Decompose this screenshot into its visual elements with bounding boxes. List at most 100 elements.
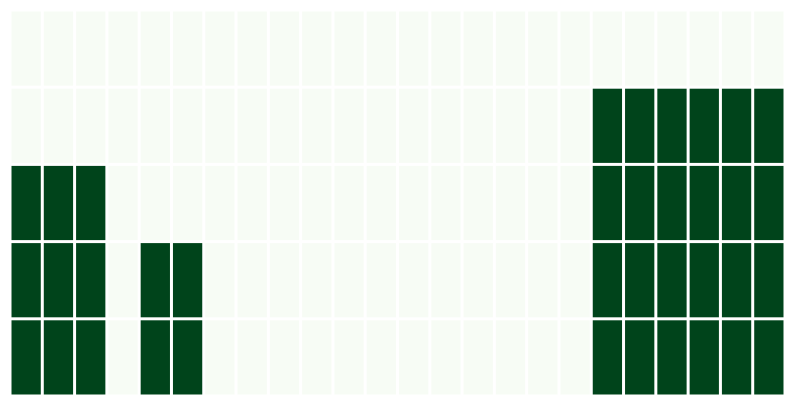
heatmap-cell: [302, 243, 332, 318]
heatmap-cell: [334, 165, 364, 241]
heatmap-cell: [399, 243, 429, 318]
heatmap-cell: [592, 165, 623, 241]
heatmap-cell: [334, 243, 364, 318]
heatmap-cell: [269, 11, 300, 86]
heatmap-cell: [560, 243, 590, 318]
heatmap-cell: [172, 320, 203, 395]
heatmap-cell: [592, 11, 623, 86]
heatmap-cell: [172, 165, 203, 241]
heatmap-cell: [463, 11, 493, 86]
heatmap-cell: [205, 320, 235, 395]
heatmap-cell: [43, 11, 74, 86]
heatmap-cell: [140, 165, 170, 241]
heatmap-cell: [463, 88, 493, 163]
heatmap-cell: [431, 165, 461, 241]
heatmap-cell: [269, 320, 300, 395]
heatmap-cell: [528, 165, 558, 241]
heatmap-cell: [657, 165, 687, 241]
heatmap-cell: [269, 88, 300, 163]
heatmap-cell: [625, 88, 655, 163]
heatmap-cell: [560, 88, 590, 163]
heatmap-cell: [237, 11, 267, 86]
heatmap-cell: [43, 320, 74, 395]
heatmap-cell: [625, 243, 655, 318]
heatmap-cell: [592, 88, 623, 163]
heatmap-cell: [721, 88, 752, 163]
heatmap-cell: [528, 320, 558, 395]
heatmap-cell: [108, 88, 138, 163]
heatmap-cell: [689, 243, 719, 318]
heatmap-cell: [625, 165, 655, 241]
heatmap-cell: [11, 243, 41, 318]
heatmap-cell: [76, 165, 106, 241]
heatmap-cell: [366, 11, 396, 86]
heatmap-cell: [172, 243, 203, 318]
heatmap-cell: [205, 165, 235, 241]
heatmap-cell: [625, 320, 655, 395]
heatmap-cell: [366, 243, 396, 318]
heatmap-cell: [334, 320, 364, 395]
heatmap-cell: [625, 11, 655, 86]
heatmap-cell: [108, 11, 138, 86]
heatmap-cell: [108, 243, 138, 318]
heatmap-cell: [431, 243, 461, 318]
heatmap-cell: [76, 11, 106, 86]
heatmap-cell: [108, 165, 138, 241]
heatmap-cell: [205, 243, 235, 318]
heatmap-cell: [172, 11, 203, 86]
heatmap-cell: [108, 320, 138, 395]
heatmap-cell: [334, 88, 364, 163]
heatmap-cell: [43, 165, 74, 241]
heatmap-cell: [657, 88, 687, 163]
heatmap-cell: [366, 320, 396, 395]
heatmap-cell: [11, 11, 41, 86]
heatmap-cell: [592, 320, 623, 395]
heatmap-cell: [528, 243, 558, 318]
heatmap-cell: [560, 165, 590, 241]
heatmap-cell: [560, 320, 590, 395]
heatmap-cell: [140, 320, 170, 395]
heatmap-cell: [754, 243, 784, 318]
heatmap-cell: [76, 243, 106, 318]
heatmap-cell: [560, 11, 590, 86]
heatmap-cell: [657, 243, 687, 318]
heatmap-cell: [399, 11, 429, 86]
heatmap-cell: [366, 165, 396, 241]
heatmap-cell: [334, 11, 364, 86]
heatmap-cell: [689, 320, 719, 395]
heatmap-cell: [269, 165, 300, 241]
heatmap-cell: [43, 88, 74, 163]
heatmap-cell: [754, 320, 784, 395]
heatmap-cell: [11, 165, 41, 241]
heatmap-cell: [657, 320, 687, 395]
heatmap-cell: [528, 88, 558, 163]
heatmap-cell: [689, 88, 719, 163]
heatmap-cell: [302, 11, 332, 86]
heatmap-cell: [302, 320, 332, 395]
heatmap-cell: [495, 11, 526, 86]
heatmap-cell: [140, 11, 170, 86]
heatmap-cell: [721, 320, 752, 395]
heatmap-cell: [399, 165, 429, 241]
heatmap-cell: [302, 165, 332, 241]
heatmap-cell: [495, 243, 526, 318]
heatmap-cell: [399, 88, 429, 163]
heatmap-cell: [754, 165, 784, 241]
heatmap-cell: [463, 165, 493, 241]
heatmap-cell: [754, 88, 784, 163]
heatmap-cell: [592, 243, 623, 318]
heatmap-cell: [140, 88, 170, 163]
heatmap-cell: [237, 320, 267, 395]
heatmap-cell: [528, 11, 558, 86]
heatmap-cell: [366, 88, 396, 163]
heatmap-cell: [495, 165, 526, 241]
heatmap-cell: [237, 165, 267, 241]
heatmap-cell: [140, 243, 170, 318]
heatmap-cell: [431, 88, 461, 163]
heatmap-cell: [11, 88, 41, 163]
heatmap-cell: [463, 243, 493, 318]
heatmap-cell: [689, 11, 719, 86]
heatmap-cell: [11, 320, 41, 395]
